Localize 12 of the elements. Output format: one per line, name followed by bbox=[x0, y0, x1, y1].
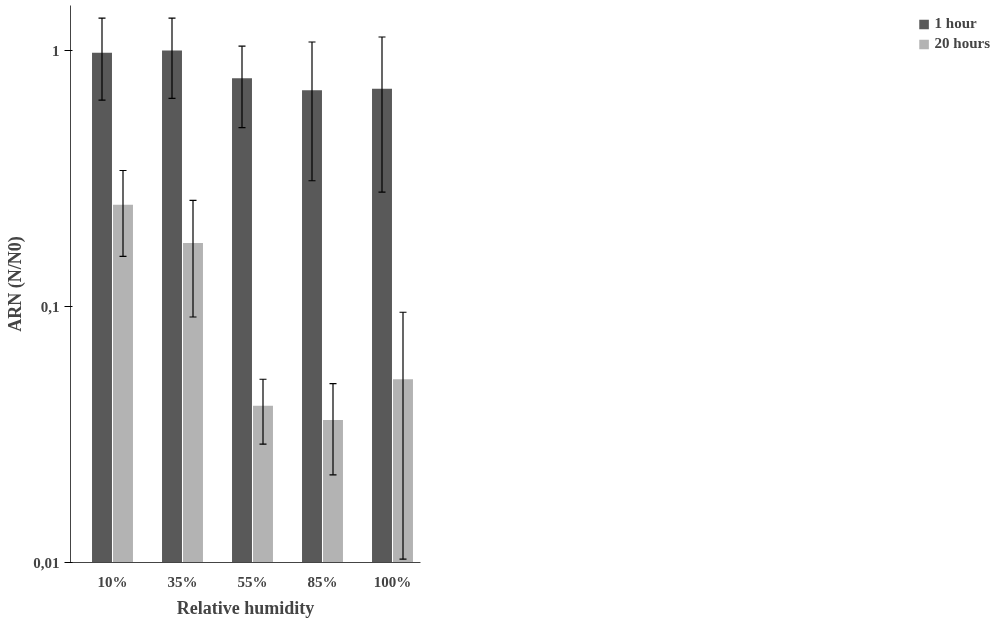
x-tick-label: 85% bbox=[307, 573, 338, 590]
x-tick-label: 55% bbox=[237, 573, 268, 590]
y-axis-title: ARN (N/N0) bbox=[5, 236, 27, 332]
x-tick-label: 35% bbox=[167, 573, 198, 590]
x-tick-label: 100% bbox=[373, 573, 412, 590]
y-tick-label: 0,1 bbox=[40, 298, 60, 315]
x-tick-label: 10% bbox=[97, 573, 128, 590]
y-tick-label: 1 bbox=[52, 42, 60, 59]
legend-label: 20 hours bbox=[934, 35, 990, 52]
y-tick-label: 0,01 bbox=[33, 554, 60, 571]
legend-label: 1 hour bbox=[934, 15, 977, 32]
x-axis-title: Relative humidity bbox=[176, 597, 315, 618]
